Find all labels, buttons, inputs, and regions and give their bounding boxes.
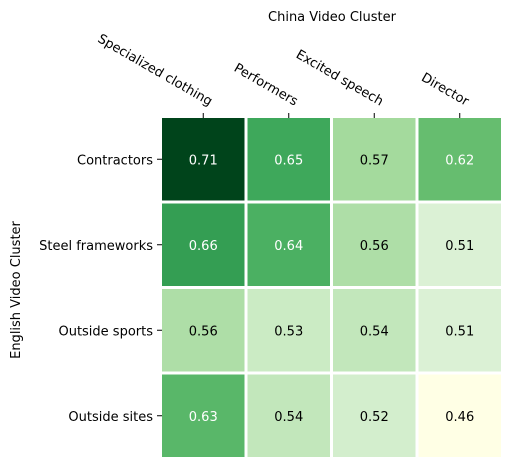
heatmap-cell xyxy=(162,374,245,457)
cell-value-label: 0.63 xyxy=(189,410,218,425)
heatmap-cell xyxy=(418,289,501,372)
cell-value-label: 0.51 xyxy=(445,324,474,339)
cell-value-label: 0.46 xyxy=(445,410,474,425)
cell-value-label: 0.65 xyxy=(274,153,303,168)
cell-value-label: 0.71 xyxy=(189,153,218,168)
cell-value-label: 0.51 xyxy=(445,239,474,254)
y-tick-labels: Contractors Steel frameworks Outside sport… xyxy=(39,153,162,425)
cell-value-label: 0.52 xyxy=(360,410,389,425)
heatmap-cell xyxy=(333,374,416,457)
y-tick-label: Steel frameworks xyxy=(39,239,153,254)
x-tick-label: Performers xyxy=(231,61,300,110)
x-tick-label: Specialized clothing xyxy=(95,32,215,110)
x-tick-label: Excited speech xyxy=(293,47,386,109)
heatmap-cell xyxy=(162,289,245,372)
x-axis-label: China Video Cluster xyxy=(268,10,397,25)
cell-value-label: 0.56 xyxy=(360,239,389,254)
heatmap-cells: 0.71 0.65 0.57 0.62 0.66 0.64 0.56 0.51 0.56 0.53… xyxy=(162,118,501,457)
cell-value-label: 0.64 xyxy=(274,239,303,254)
cell-value-label: 0.54 xyxy=(274,410,303,425)
heatmap-cell xyxy=(333,289,416,372)
cell-value-label: 0.56 xyxy=(189,324,218,339)
cell-value-label: 0.53 xyxy=(274,324,303,339)
cell-value-label: 0.57 xyxy=(360,153,389,168)
heatmap-cell xyxy=(333,118,416,201)
heatmap-cell xyxy=(162,203,245,286)
heatmap-cell xyxy=(418,118,501,201)
x-tick-label: Director xyxy=(419,70,472,109)
cell-value-label: 0.54 xyxy=(360,324,389,339)
cell-value-label: 0.62 xyxy=(445,153,474,168)
y-tick-label: Contractors xyxy=(77,153,153,168)
heatmap-cell xyxy=(247,374,330,457)
heatmap-cell xyxy=(333,203,416,286)
heatmap-cell xyxy=(418,203,501,286)
y-axis-label: English Video Cluster xyxy=(9,220,24,358)
y-tick-label: Outside sites xyxy=(68,410,153,425)
heatmap-cell xyxy=(247,289,330,372)
y-tick-label: Outside sports xyxy=(58,324,153,339)
heatmap-cell xyxy=(247,203,330,286)
cell-value-label: 0.66 xyxy=(189,239,218,254)
heatmap-cell xyxy=(247,118,330,201)
heatmap-cell xyxy=(418,374,501,457)
heatmap-cell xyxy=(162,118,245,201)
